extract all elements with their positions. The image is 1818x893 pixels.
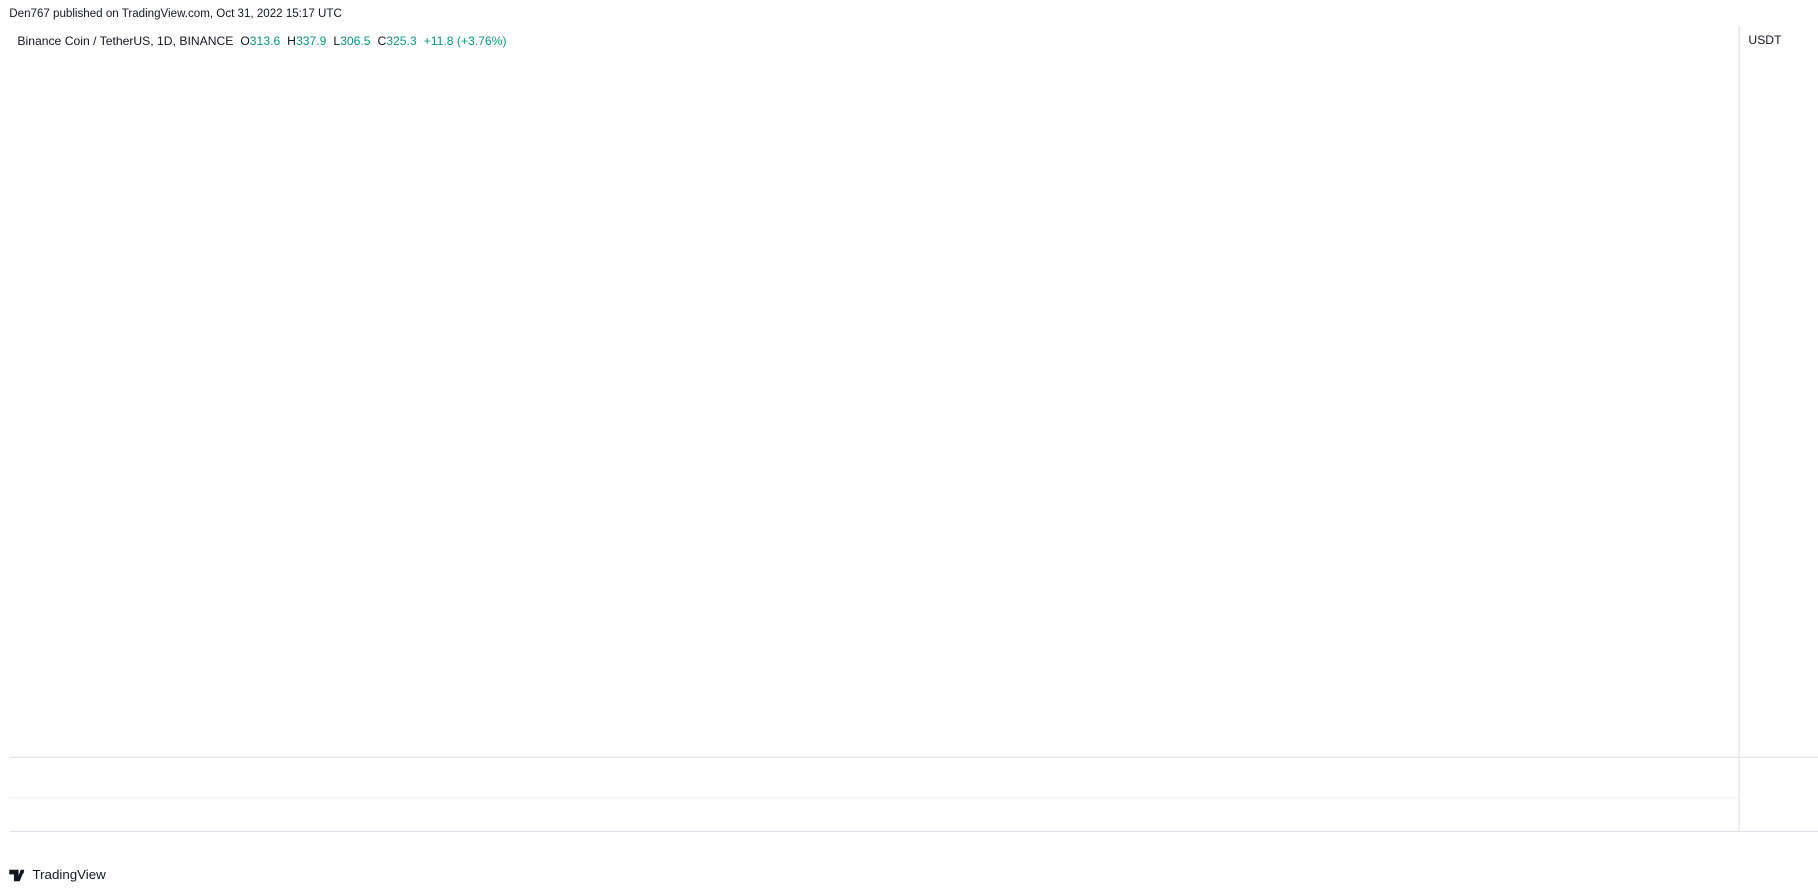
legend-value: 313.6 [250, 34, 281, 48]
logo-dot [20, 870, 24, 874]
legend-label: O [240, 34, 249, 48]
publisher: Den767 published on TradingView.com, Oct… [9, 8, 342, 20]
legend-value: 337.9 [296, 34, 327, 48]
symbol: Binance Coin / TetherUS, 1D, BINANCE [17, 34, 233, 48]
legend: Binance Coin / TetherUS, 1D, BINANCE O313… [17, 34, 506, 48]
brand: TradingView [32, 867, 106, 882]
legend-label: L [333, 34, 340, 48]
legend-label: C [377, 34, 386, 48]
legend-change: +11.8 (+3.76%) [424, 34, 507, 48]
legend-value: 306.5 [340, 34, 371, 48]
legend-label: H [287, 34, 296, 48]
currency: USDT [1748, 33, 1782, 47]
legend-value: 325.3 [386, 34, 417, 48]
footer-logo: TradingView [9, 867, 106, 882]
